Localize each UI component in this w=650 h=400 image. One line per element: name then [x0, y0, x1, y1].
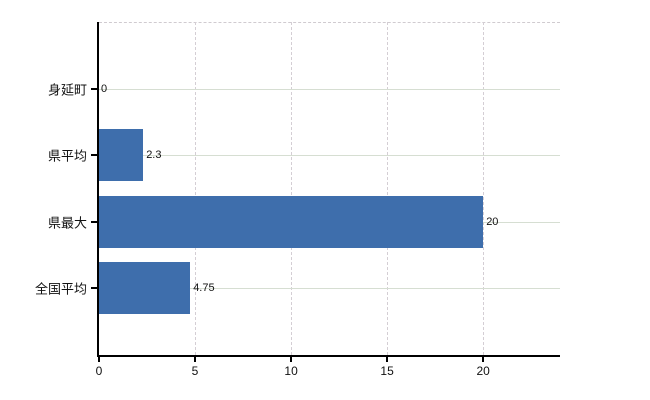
v-gridline: [195, 22, 196, 355]
y-axis: [97, 22, 99, 355]
x-tick-label: 0: [95, 364, 103, 378]
x-tick-label: 5: [191, 364, 199, 378]
x-tick: [290, 357, 293, 362]
bar-value-label: 2.3: [146, 149, 162, 162]
h-gridline: [99, 88, 560, 90]
v-gridline: [387, 22, 389, 355]
bar-value-label: 20: [486, 215, 499, 228]
category-label: 身延町: [47, 82, 87, 98]
bar: [99, 195, 484, 248]
v-gridline: [483, 22, 485, 355]
bar-value-label: 0: [101, 82, 108, 95]
bar: [99, 262, 191, 315]
x-tick-label: 10: [284, 364, 298, 378]
h-gridline: [99, 288, 560, 290]
x-tick-label: 15: [380, 364, 394, 378]
x-axis: [97, 355, 560, 357]
y-tick: [91, 220, 97, 223]
bar-value-label: 4.75: [193, 282, 215, 295]
y-tick: [91, 87, 97, 90]
bar: [99, 129, 144, 182]
category-label: 県最大: [47, 215, 87, 231]
x-tick: [98, 357, 100, 362]
v-gridline: [291, 22, 293, 355]
category-label: 県平均: [47, 148, 87, 164]
y-tick: [91, 287, 97, 290]
y-tick: [91, 154, 97, 157]
h-gridline: [99, 155, 560, 157]
x-tick-label: 20: [476, 364, 490, 378]
plot-top-border: [99, 22, 560, 23]
x-tick: [386, 357, 389, 362]
x-tick: [194, 357, 196, 362]
x-tick: [482, 357, 485, 362]
category-label: 全国平均: [34, 281, 87, 297]
